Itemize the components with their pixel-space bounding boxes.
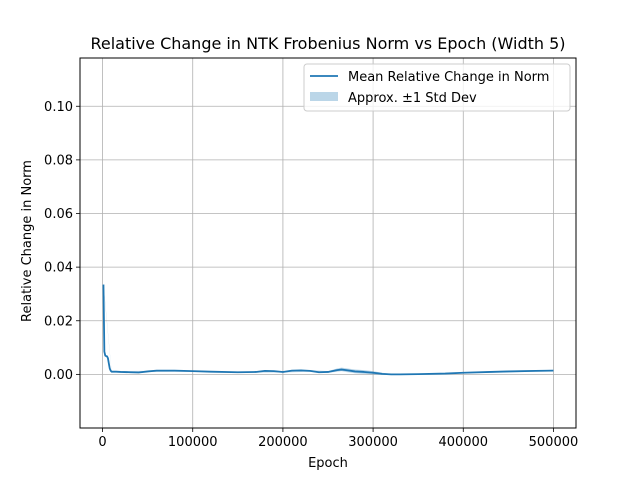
x-tick-label: 400000 — [438, 435, 488, 450]
x-tick-label: 0 — [98, 435, 106, 450]
x-tick-label: 100000 — [168, 435, 218, 450]
y-tick-label: 0.10 — [44, 100, 73, 115]
y-tick-label: 0.06 — [44, 207, 73, 222]
y-tick-label: 0.02 — [44, 314, 73, 329]
x-tick-label: 200000 — [258, 435, 308, 450]
x-tick-label: 300000 — [348, 435, 398, 450]
plot-frame — [79, 57, 577, 429]
legend-label-std: Approx. ±1 Std Dev — [348, 91, 477, 106]
x-axis-label: Epoch — [308, 456, 348, 471]
mean-line — [102, 284, 554, 376]
chart-title: Relative Change in NTK Frobenius Norm vs… — [90, 34, 565, 53]
legend-box — [303, 63, 571, 112]
grid — [80, 58, 576, 428]
y-tick-label: 0.04 — [44, 261, 73, 276]
y-tick-label: 0.00 — [44, 368, 73, 383]
legend: Mean Relative Change in Norm Approx. ±1 … — [303, 63, 571, 112]
x-tick-label: 500000 — [529, 435, 579, 450]
mean-relative-change-line — [102, 284, 554, 376]
y-tick-label: 0.08 — [44, 153, 73, 168]
y-axis-label: Relative Change in Norm — [20, 160, 35, 322]
y-ticks: 0.00 0.02 0.04 0.06 0.08 0.10 — [44, 100, 80, 383]
legend-label-mean: Mean Relative Change in Norm — [348, 70, 549, 85]
x-ticks: 0 100000 200000 300000 400000 500000 — [98, 428, 578, 450]
legend-band-swatch — [310, 92, 338, 101]
